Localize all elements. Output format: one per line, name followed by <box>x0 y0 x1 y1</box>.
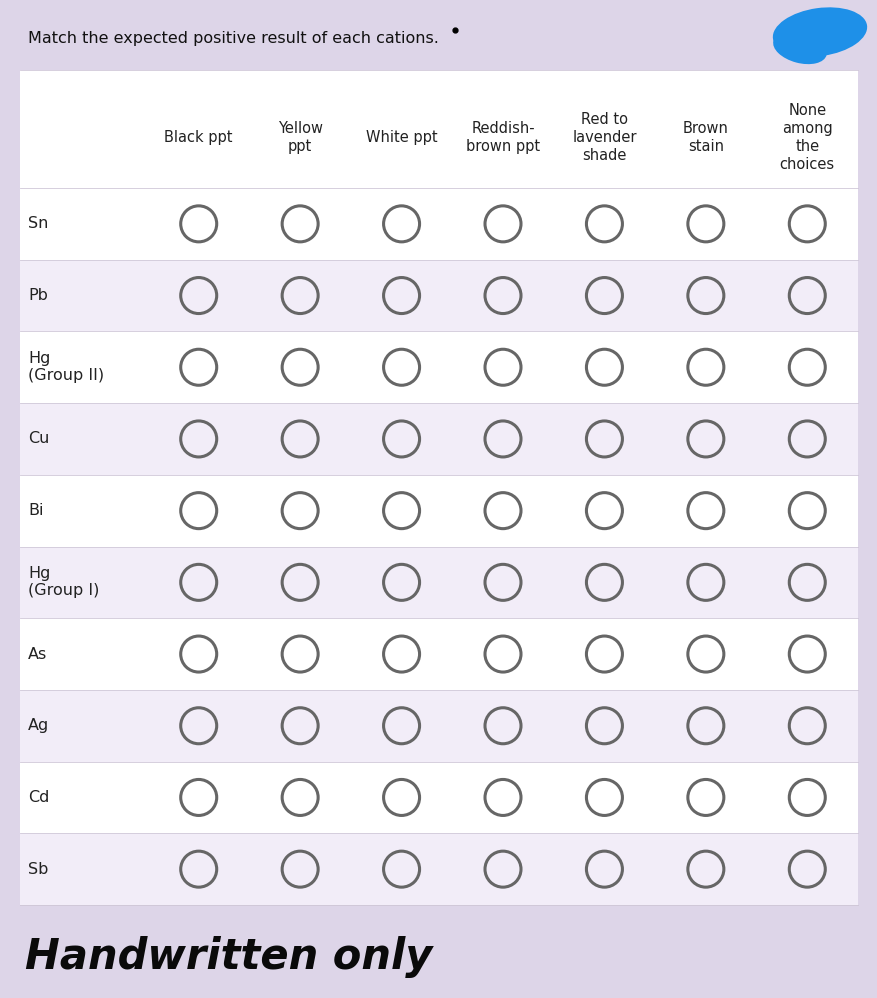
Text: As: As <box>28 647 47 662</box>
Ellipse shape <box>773 7 867 57</box>
Text: Red to
lavender
shade: Red to lavender shade <box>572 112 637 163</box>
Text: Hg
(Group II): Hg (Group II) <box>28 351 104 383</box>
Bar <box>20 259 858 331</box>
Text: Reddish-
brown ppt: Reddish- brown ppt <box>466 121 540 154</box>
Bar <box>20 70 858 905</box>
Text: Match the expected positive result of each cations.: Match the expected positive result of ea… <box>28 31 438 46</box>
Bar <box>20 403 858 475</box>
Text: Cu: Cu <box>28 431 49 446</box>
Bar <box>20 761 858 833</box>
Text: Pb: Pb <box>28 288 48 303</box>
Text: White ppt: White ppt <box>366 130 438 145</box>
Text: Handwritten only: Handwritten only <box>25 936 432 978</box>
Text: Sn: Sn <box>28 217 48 232</box>
Text: Cd: Cd <box>28 790 49 805</box>
Ellipse shape <box>831 14 859 36</box>
Text: Ag: Ag <box>28 719 49 734</box>
Bar <box>20 188 858 259</box>
Bar <box>20 690 858 761</box>
Bar <box>20 547 858 618</box>
Bar <box>20 618 858 690</box>
Text: Black ppt: Black ppt <box>165 130 233 145</box>
Bar <box>20 833 858 905</box>
Bar <box>20 331 858 403</box>
Text: Sb: Sb <box>28 861 48 876</box>
Text: Yellow
ppt: Yellow ppt <box>278 121 323 154</box>
Text: Bi: Bi <box>28 503 44 518</box>
Ellipse shape <box>774 32 827 64</box>
Text: Brown
stain: Brown stain <box>683 121 729 154</box>
Text: Hg
(Group I): Hg (Group I) <box>28 567 99 598</box>
Bar <box>20 475 858 547</box>
Text: None
among
the
choices: None among the choices <box>780 103 835 172</box>
